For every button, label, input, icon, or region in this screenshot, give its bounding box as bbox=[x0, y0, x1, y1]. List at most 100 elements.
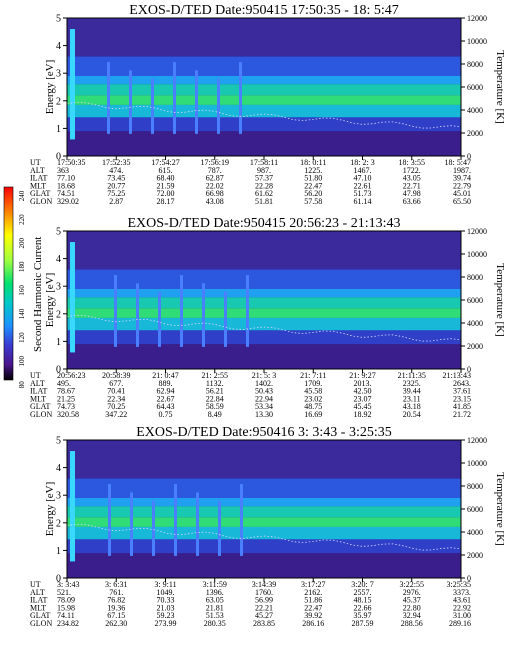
ephemeris-cell: 474. bbox=[109, 166, 123, 175]
ephemeris-cell: 3: 6:31 bbox=[105, 580, 127, 589]
ephemeris-cell: 74.73 bbox=[57, 402, 75, 411]
ephemeris-cell: 1722. bbox=[403, 166, 421, 175]
ephemeris-cell: 761. bbox=[109, 588, 123, 597]
heatmap-band-upper bbox=[67, 478, 461, 498]
ephemeris-row-label: GLON bbox=[30, 619, 52, 628]
y2-tick-label: 6000 bbox=[467, 296, 483, 305]
ephemeris-cell: 22.71 bbox=[403, 181, 421, 190]
ephemeris-cell: 16.69 bbox=[304, 410, 322, 419]
ephemeris-cell: 43.05 bbox=[403, 174, 421, 183]
heatmap-streak bbox=[239, 62, 242, 134]
ephemeris-cell: 18.92 bbox=[354, 410, 372, 419]
ephemeris-cell: 0.75 bbox=[159, 410, 173, 419]
ephemeris-cell: 21: 7:11 bbox=[300, 371, 326, 380]
y-tick-label: 0 bbox=[56, 365, 61, 376]
ephemeris-cell: 21: 5: 3 bbox=[252, 371, 276, 380]
ephemeris-cell: 3: 9:11 bbox=[154, 580, 176, 589]
ephemeris-cell: 22.61 bbox=[354, 181, 372, 190]
y2-tick-label: 2000 bbox=[467, 342, 483, 351]
ephemeris-cell: 57.58 bbox=[304, 197, 322, 206]
heatmap-streak bbox=[195, 70, 198, 134]
ephemeris-cell: 45.27 bbox=[255, 611, 273, 620]
heatmap-streak bbox=[174, 484, 177, 556]
heatmap-streak bbox=[180, 275, 183, 347]
ephemeris-cell: 18: 5:47 bbox=[445, 158, 471, 167]
ephemeris-cell: 3:25:35 bbox=[447, 580, 471, 589]
ephemeris-cell: 41.85 bbox=[453, 402, 471, 411]
y2-tick-label: 2000 bbox=[467, 551, 483, 560]
ephemeris-cell: 28.17 bbox=[157, 197, 175, 206]
heatmap-band-mid-high bbox=[67, 497, 461, 507]
heatmap-streak bbox=[114, 275, 117, 347]
heatmap-left-spike bbox=[70, 242, 75, 353]
ephemeris-cell: 65.50 bbox=[453, 197, 471, 206]
heatmap-band-upper bbox=[67, 269, 461, 289]
ephemeris-cell: 2325. bbox=[403, 379, 421, 388]
ephemeris-cell: 13.30 bbox=[255, 410, 273, 419]
y-tick-label: 4 bbox=[56, 254, 61, 265]
ephemeris-cell: 56.21 bbox=[206, 387, 224, 396]
ephemeris-cell: 2557. bbox=[354, 588, 372, 597]
ephemeris-cell: 51.81 bbox=[255, 197, 273, 206]
colorbar-tick-label: 140 bbox=[18, 308, 26, 319]
ephemeris-cell: 23.11 bbox=[403, 394, 421, 403]
heatmap-streak bbox=[202, 283, 205, 347]
colorbar-tick-label: 100 bbox=[18, 355, 26, 366]
ephemeris-row-label: GLON bbox=[30, 197, 52, 206]
ephemeris-cell: 64.43 bbox=[157, 402, 175, 411]
colorbar-label: Second Harmonic Current bbox=[32, 237, 44, 352]
ephemeris-cell: 53.34 bbox=[255, 402, 273, 411]
heatmap-band-high bbox=[67, 18, 461, 57]
ephemeris-cell: 18: 2: 3 bbox=[350, 158, 374, 167]
y-tick-label: 2 bbox=[56, 309, 61, 320]
ephemeris-cell: 51.73 bbox=[354, 189, 372, 198]
y-axis-label: Energy [eV] bbox=[44, 273, 56, 327]
ephemeris-cell: 1225. bbox=[304, 166, 322, 175]
ephemeris-cell: 57.37 bbox=[255, 174, 273, 183]
ephemeris-cell: 18.68 bbox=[57, 181, 75, 190]
ephemeris-row-label: ILAT bbox=[30, 387, 47, 396]
ephemeris-table: UT 17:50:35 17:52:35 17:54:27 17:56:19 17:58:… bbox=[30, 158, 471, 206]
heatmap-band-upper bbox=[67, 56, 461, 76]
ephemeris-cell: 42.50 bbox=[354, 387, 372, 396]
colorbar-tick-label: 180 bbox=[18, 261, 26, 272]
ephemeris-cell: 51.86 bbox=[304, 596, 322, 605]
y2-tick-label: 8000 bbox=[467, 273, 483, 282]
ephemeris-cell: 66.98 bbox=[206, 189, 224, 198]
ephemeris-row-label: GLAT bbox=[30, 189, 51, 198]
ephemeris-cell: 22.28 bbox=[255, 181, 273, 190]
ephemeris-cell: 3:11:59 bbox=[203, 580, 227, 589]
heatmap-band-floor bbox=[67, 344, 461, 369]
ephemeris-cell: 43.61 bbox=[453, 596, 471, 605]
spectrogram-panel-3: EXOS-D/TED Date:950416 3: 3:43 - 3:25:35… bbox=[30, 425, 505, 628]
ephemeris-table: UT 20:56:23 20:58:39 21: 0:47 21: 2:55 21: 5:… bbox=[30, 371, 471, 419]
ephemeris-cell: 21: 2:55 bbox=[202, 371, 228, 380]
y2-axis-label: Temperature [K] bbox=[494, 263, 505, 336]
heatmap-band-lower bbox=[67, 317, 461, 331]
ephemeris-cell: 615. bbox=[159, 166, 173, 175]
ephemeris-cell: 43.18 bbox=[403, 402, 421, 411]
ephemeris-cell: 21: 9:27 bbox=[349, 371, 375, 380]
ephemeris-cell: 21:13:43 bbox=[443, 371, 471, 380]
ephemeris-cell: 43.08 bbox=[206, 197, 224, 206]
temperature-trace bbox=[66, 101, 462, 129]
heatmap-streak bbox=[246, 275, 249, 347]
ephemeris-cell: 22.02 bbox=[206, 181, 224, 190]
ephemeris-cell: 20.54 bbox=[403, 410, 421, 419]
ephemeris-cell: 22.67 bbox=[157, 394, 175, 403]
ephemeris-cell: 363 bbox=[57, 166, 69, 175]
ephemeris-cell: 45.37 bbox=[403, 596, 421, 605]
ephemeris-cell: 3:22:55 bbox=[400, 580, 424, 589]
heatmap-image bbox=[67, 231, 461, 369]
y2-tick-label: 4000 bbox=[467, 106, 483, 115]
ephemeris-cell: 21.03 bbox=[157, 603, 175, 612]
ephemeris-cell: 78.09 bbox=[57, 596, 75, 605]
ephemeris-cell: 677. bbox=[109, 379, 123, 388]
ephemeris-cell: 17:52:35 bbox=[102, 158, 130, 167]
ephemeris-cell: 3:17:27 bbox=[301, 580, 325, 589]
ephemeris-cell: 23.02 bbox=[304, 394, 322, 403]
ephemeris-cell: 22.66 bbox=[354, 603, 372, 612]
ephemeris-cell: 70.33 bbox=[157, 596, 175, 605]
ephemeris-cell: 273.99 bbox=[155, 619, 177, 628]
heatmap-band-mid-high bbox=[67, 75, 461, 85]
